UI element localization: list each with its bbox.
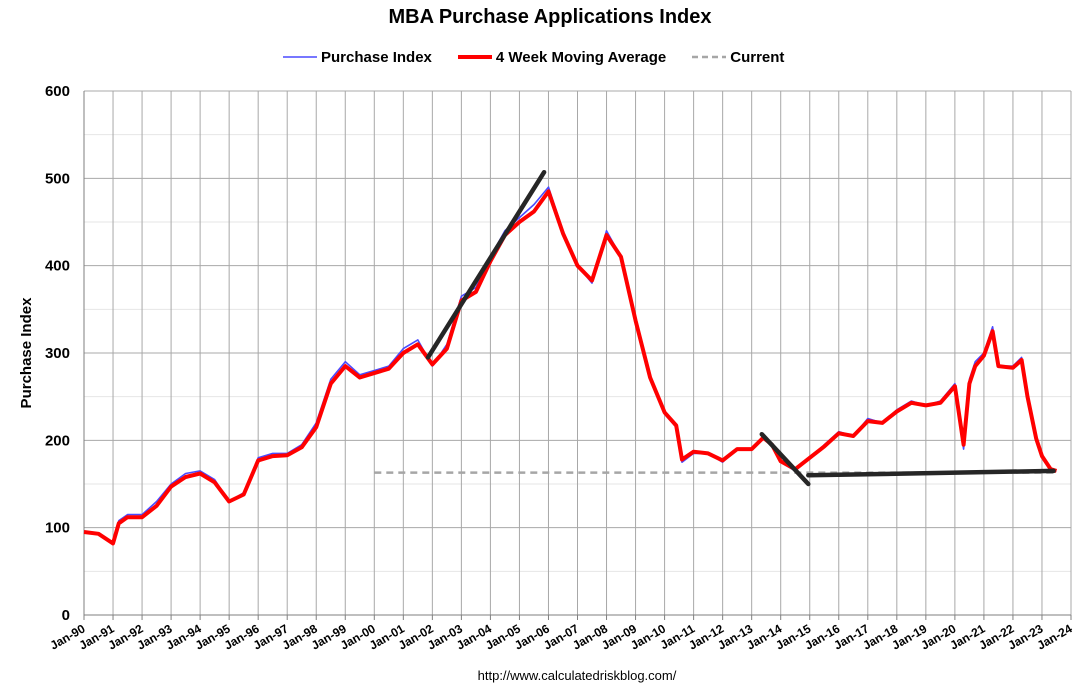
legend-swatch-thin-blue-line bbox=[283, 56, 317, 58]
trend-line bbox=[759, 431, 811, 487]
y-tick-label: 500 bbox=[45, 170, 70, 187]
legend-swatch-thick-red-line bbox=[457, 55, 492, 59]
y-tick-label: 400 bbox=[45, 258, 70, 275]
trend-line bbox=[425, 169, 547, 360]
series-purchase-index bbox=[83, 186, 1057, 545]
y-tick-label: 600 bbox=[45, 83, 70, 100]
y-axis-label: Purchase Index bbox=[18, 297, 35, 409]
y-tick-label: 200 bbox=[45, 432, 70, 449]
legend-item-purchase-index: Purchase Index bbox=[283, 49, 432, 66]
trend-line bbox=[806, 468, 1056, 478]
chart-title: MBA Purchase Applications Index bbox=[388, 6, 712, 28]
chart-legend: Purchase Index 4 Week Moving Average Cur… bbox=[283, 46, 810, 68]
series-4-week-moving-average bbox=[83, 189, 1058, 546]
legend-item-4-week-moving-average: 4 Week Moving Average bbox=[457, 48, 667, 66]
legend-swatch-dashed-gray-line bbox=[692, 55, 727, 59]
source-url: http://www.calculatedriskblog.com/ bbox=[477, 668, 677, 683]
y-tick-label: 0 bbox=[62, 607, 70, 624]
legend-label: Purchase Index bbox=[321, 48, 432, 66]
y-tick-label: 300 bbox=[45, 345, 70, 362]
y-tick-label: 100 bbox=[45, 520, 70, 537]
legend-label: Current bbox=[730, 48, 785, 66]
legend-item-current: Current bbox=[692, 49, 784, 66]
legend-label: 4 Week Moving Average bbox=[495, 48, 667, 66]
